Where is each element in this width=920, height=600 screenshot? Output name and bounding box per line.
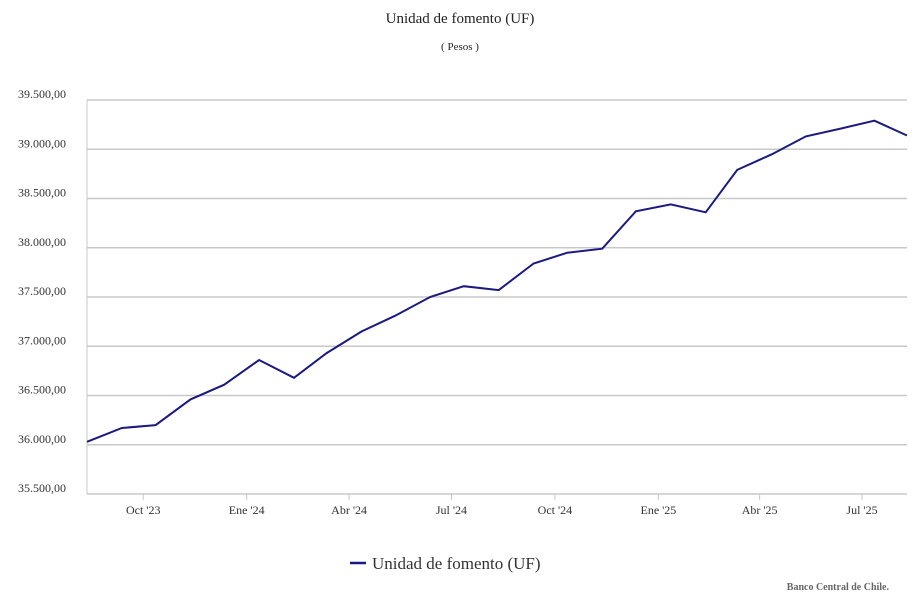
y-tick-label: 37.000,00 <box>18 333 66 347</box>
data-point[interactable] <box>154 423 158 427</box>
chart-title: Unidad de fomento (UF) <box>386 11 535 27</box>
data-point[interactable] <box>462 284 466 288</box>
y-tick-label: 38.500,00 <box>18 186 66 200</box>
data-point[interactable] <box>839 127 843 131</box>
data-point[interactable] <box>257 358 261 362</box>
data-point[interactable] <box>565 251 569 255</box>
data-point[interactable] <box>222 383 226 387</box>
data-point[interactable] <box>804 134 808 138</box>
y-tick-label: 39.000,00 <box>18 136 66 150</box>
data-point[interactable] <box>669 202 673 206</box>
y-tick-label: 39.500,00 <box>18 87 66 101</box>
y-tick-label: 35.500,00 <box>18 481 66 495</box>
data-point[interactable] <box>735 168 739 172</box>
data-point[interactable] <box>120 426 124 430</box>
y-tick-label: 38.000,00 <box>18 235 66 249</box>
x-tick-label: Oct '23 <box>126 503 161 517</box>
credit-text: Banco Central de Chile. <box>787 582 890 593</box>
data-point[interactable] <box>634 209 638 213</box>
data-point[interactable] <box>188 397 192 401</box>
x-axis-ticks: Oct '23 Ene '24 Abr '24 Jul '24 Oct '24 Ene '… <box>126 494 878 517</box>
data-point[interactable] <box>532 262 536 266</box>
data-point[interactable] <box>704 210 708 214</box>
x-tick-label: Jul '25 <box>846 503 877 517</box>
x-tick-label: Abr '25 <box>742 503 778 517</box>
data-point[interactable] <box>600 247 604 251</box>
legend-label[interactable]: Unidad de fomento (UF) <box>372 554 541 573</box>
x-tick-label: Ene '24 <box>229 503 265 517</box>
x-tick-label: Ene '25 <box>640 503 676 517</box>
data-point[interactable] <box>905 133 909 137</box>
data-point[interactable] <box>359 329 363 333</box>
grid-layer <box>86 99 907 495</box>
y-tick-label: 37.500,00 <box>18 284 66 298</box>
series-layer <box>85 119 909 444</box>
series-line-uf[interactable] <box>86 119 908 443</box>
data-point[interactable] <box>325 351 329 355</box>
data-point[interactable] <box>770 152 774 156</box>
chart-subtitle: ( Pesos ) <box>441 41 479 53</box>
data-point[interactable] <box>85 440 89 444</box>
x-tick-label: Jul '24 <box>436 503 467 517</box>
data-point[interactable] <box>872 119 876 123</box>
data-point[interactable] <box>497 288 501 292</box>
data-point[interactable] <box>292 376 296 380</box>
data-point[interactable] <box>428 295 432 299</box>
data-point[interactable] <box>393 314 397 318</box>
y-tick-label: 36.500,00 <box>18 383 66 397</box>
y-axis-ticks: 39.500,00 39.000,00 38.500,00 38.000,00 37.5… <box>18 87 66 495</box>
legend[interactable]: Unidad de fomento (UF) <box>350 554 541 573</box>
x-tick-label: Abr '24 <box>331 503 367 517</box>
x-tick-label: Oct '24 <box>538 503 573 517</box>
y-tick-label: 36.000,00 <box>18 432 66 446</box>
